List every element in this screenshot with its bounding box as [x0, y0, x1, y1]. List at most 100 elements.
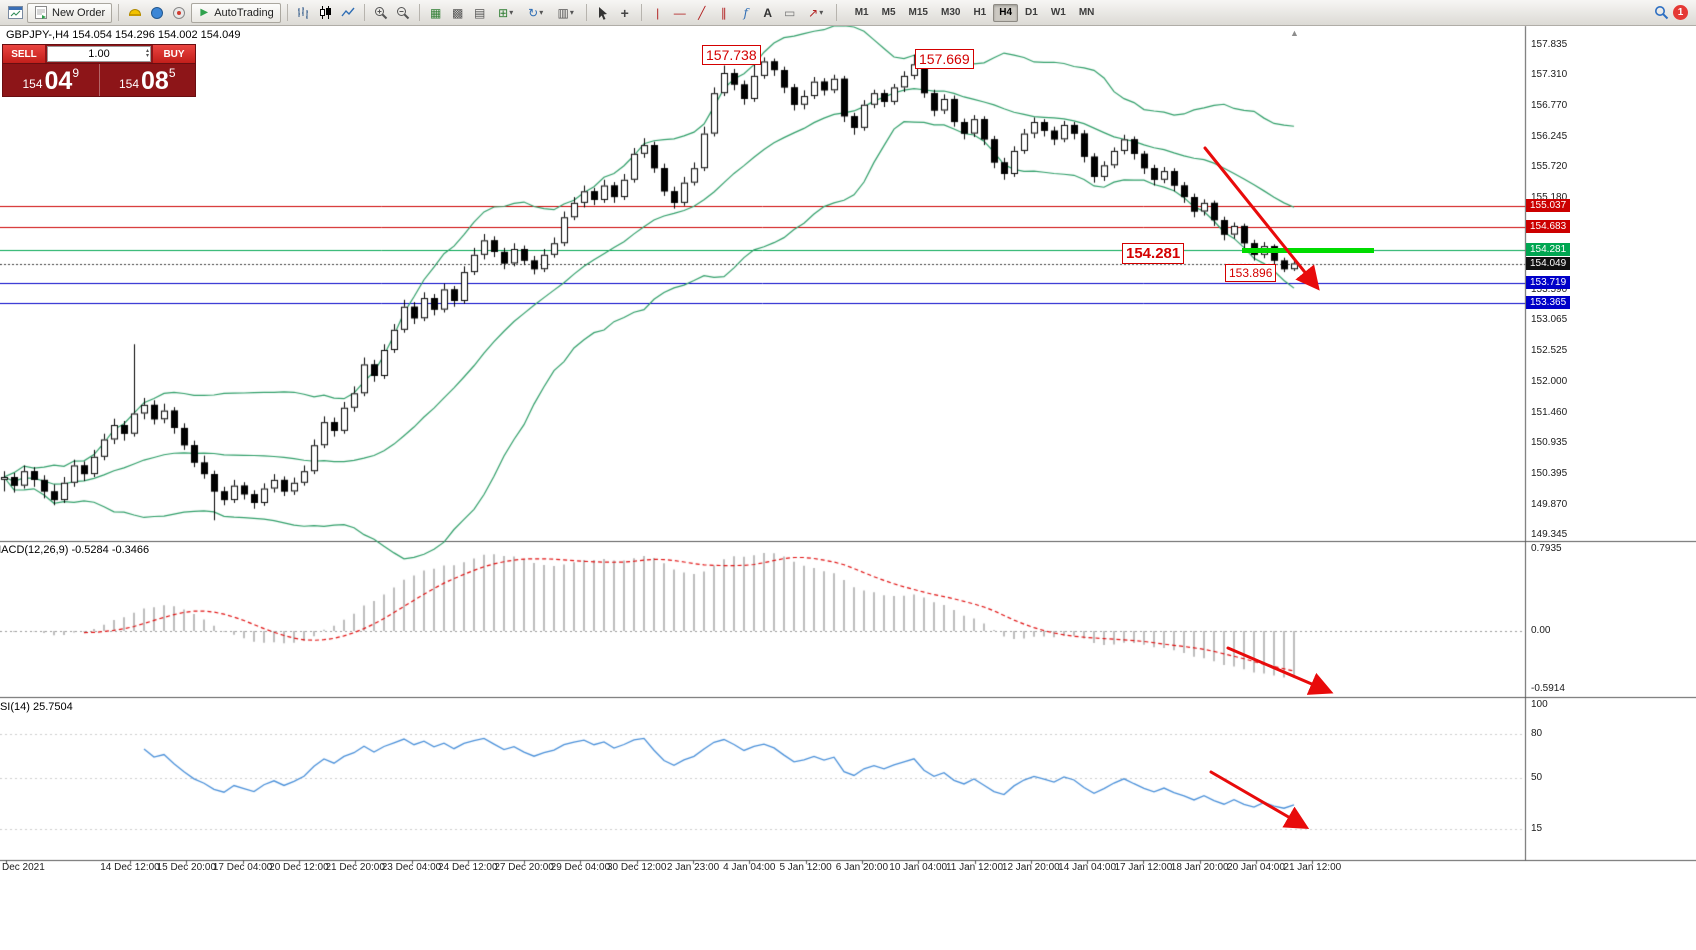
- rsi-axis-label: 50: [1531, 772, 1543, 783]
- sell-price-display[interactable]: 154 04 9: [3, 64, 99, 96]
- crosshair-icon[interactable]: +: [620, 4, 629, 21]
- rsi-axis-label: 15: [1531, 823, 1543, 835]
- time-axis-label: 20 Jan 04:00: [1227, 862, 1285, 873]
- support-level-segment[interactable]: [1242, 247, 1374, 253]
- buy-price-display[interactable]: 154 08 5: [98, 64, 196, 96]
- price-axis-label: 153.590: [1531, 284, 1568, 295]
- time-axis-label: 2 Jan 23:00: [666, 862, 720, 873]
- buy-button[interactable]: BUY: [153, 45, 195, 63]
- chart-shift-marker[interactable]: ▲: [1290, 28, 1299, 38]
- strategy-tester-icon[interactable]: [169, 3, 189, 23]
- cursor-icon[interactable]: [593, 3, 613, 23]
- price-tag[interactable]: 155.037: [1526, 199, 1571, 213]
- time-axis-label: 30 Dec 12:00: [606, 862, 667, 873]
- price-axis-label: 157.835: [1531, 39, 1568, 50]
- time-axis-label: 29 Dec 04:00: [550, 862, 611, 873]
- arrange-windows-icon[interactable]: ▤: [474, 5, 486, 20]
- volume-spinner[interactable]: ▴ ▾: [146, 47, 149, 61]
- text-icon[interactable]: A: [763, 5, 773, 20]
- time-axis-label: Dec 2021: [2, 862, 45, 873]
- price-tag[interactable]: 154.049: [1526, 256, 1571, 270]
- line-chart-icon[interactable]: [338, 3, 358, 23]
- price-tag[interactable]: 154.683: [1526, 219, 1571, 233]
- channel-icon[interactable]: ∥: [720, 5, 727, 20]
- templates-icon: ▥: [557, 5, 569, 20]
- price-axis-label: 157.310: [1531, 69, 1568, 81]
- horizontal-line-icon[interactable]: —: [673, 5, 686, 20]
- price-axis-label: 155.180: [1531, 192, 1568, 204]
- toolbar-divider: [118, 4, 120, 21]
- price-annotation[interactable]: 154.281: [1122, 243, 1185, 264]
- timeframe-button-w1[interactable]: W1: [1050, 7, 1066, 18]
- trendline-icon[interactable]: ╱: [698, 5, 706, 20]
- chevron-down-icon: ▾: [539, 8, 544, 17]
- fibonacci-icon[interactable]: f: [743, 5, 748, 20]
- price-annotation[interactable]: 153.896: [1225, 264, 1277, 282]
- play-icon: ▶: [200, 7, 209, 18]
- autotrading-button[interactable]: ▶ AutoTrading: [191, 2, 281, 23]
- cascade-windows-icon[interactable]: ▩: [452, 5, 464, 20]
- time-axis-label: 12 Jan 20:00: [1001, 862, 1060, 873]
- timeframe-button-mn[interactable]: MN: [1078, 7, 1095, 18]
- time-axis-label: 14 Dec 12:00: [100, 862, 160, 873]
- rsi-axis-label: 100: [1531, 699, 1548, 710]
- arrows-tool-icon: ↗: [808, 5, 819, 20]
- price-tag[interactable]: 153.719: [1526, 275, 1571, 289]
- time-axis-label: 5 Jan 12:00: [779, 862, 832, 873]
- zoom-out-icon[interactable]: [393, 3, 413, 23]
- price-tag[interactable]: 153.365: [1526, 295, 1571, 309]
- rsi-axis-label: 80: [1531, 728, 1543, 740]
- price-axis-label: 152.000: [1531, 375, 1568, 387]
- vertical-line-icon[interactable]: |: [656, 5, 660, 20]
- time-axis-label: 10 Jan 04:00: [889, 862, 948, 873]
- timeframe-button-d1[interactable]: D1: [1025, 7, 1038, 18]
- sell-button[interactable]: SELL: [3, 45, 45, 63]
- price-axis-label: 152.525: [1531, 345, 1568, 357]
- sell-price-sup: 9: [72, 66, 80, 80]
- chart-symbol-ohlc: GBPJPY-,H4 154.054 154.296 154.002 154.0…: [6, 29, 241, 41]
- price-axis[interactable]: 157.835 157.310 156.770 156.245 155.720 155.1…: [1526, 0, 1696, 950]
- data-window-icon[interactable]: [147, 3, 167, 23]
- time-axis-label: 21 Jan 12:00: [1283, 862, 1342, 873]
- time-axis-label: 27 Dec 20:00: [494, 862, 554, 873]
- time-axis-label: 17 Jan 12:00: [1114, 862, 1173, 873]
- price-axis-label: 150.935: [1531, 437, 1568, 449]
- search-icon[interactable]: [1651, 3, 1671, 23]
- volume-input[interactable]: 1.00 ▴ ▾: [47, 46, 151, 62]
- profiles-icon: ↻: [528, 5, 539, 20]
- profiles-button[interactable]: ↻ ▾: [522, 3, 550, 23]
- templates-button[interactable]: ▥ ▾: [552, 3, 580, 23]
- time-axis-label: 14 Jan 04:00: [1058, 862, 1117, 873]
- notification-badge[interactable]: 1: [1673, 5, 1688, 20]
- one-click-trading-panel: SELL 1.00 ▴ ▾ BUY 154 04 9 154 08 5: [2, 44, 196, 97]
- timeframe-button-m1[interactable]: M1: [854, 7, 869, 18]
- price-axis-label: 156.770: [1531, 100, 1568, 112]
- text-label-icon[interactable]: ▭: [784, 5, 796, 20]
- tile-windows-icon[interactable]: ▦: [430, 5, 442, 20]
- new-order-button[interactable]: New Order: [27, 2, 113, 23]
- price-annotation[interactable]: 157.669: [915, 49, 974, 69]
- price-tag[interactable]: 154.281: [1526, 243, 1571, 257]
- trade-controls-row: SELL 1.00 ▴ ▾ BUY: [3, 45, 195, 63]
- time-axis-label: 18 Jan 20:00: [1170, 862, 1229, 873]
- metaeditor-icon[interactable]: [125, 3, 145, 23]
- timeframe-button-h1[interactable]: H1: [973, 7, 987, 18]
- toolbar-divider: [585, 4, 587, 21]
- candlestick-chart-icon[interactable]: [316, 3, 336, 23]
- price-annotation[interactable]: 157.738: [702, 45, 761, 65]
- time-axis-label: 11 Jan 12:00: [945, 862, 1004, 873]
- timeframe-button-m30[interactable]: M30: [940, 7, 961, 18]
- volume-value: 1.00: [88, 48, 110, 60]
- zoom-in-icon[interactable]: [371, 3, 391, 23]
- spinner-up-icon[interactable]: ▴: [145, 48, 149, 54]
- timeframe-button-m15[interactable]: M15: [908, 7, 928, 18]
- timeframe-button-h4[interactable]: H4: [993, 3, 1019, 22]
- spinner-down-icon[interactable]: ▾: [145, 53, 149, 59]
- price-axis-label: 155.720: [1531, 161, 1568, 173]
- new-chart-button[interactable]: ⊞ ▾: [492, 3, 520, 23]
- time-axis[interactable]: Dec 2021 14 Dec 12:00 15 Dec 20:00 17 Dec 0…: [0, 862, 1525, 878]
- timeframe-button-m5[interactable]: M5: [881, 7, 896, 18]
- bar-chart-icon[interactable]: [294, 3, 314, 23]
- arrows-tool-button[interactable]: ↗ ▾: [802, 3, 830, 23]
